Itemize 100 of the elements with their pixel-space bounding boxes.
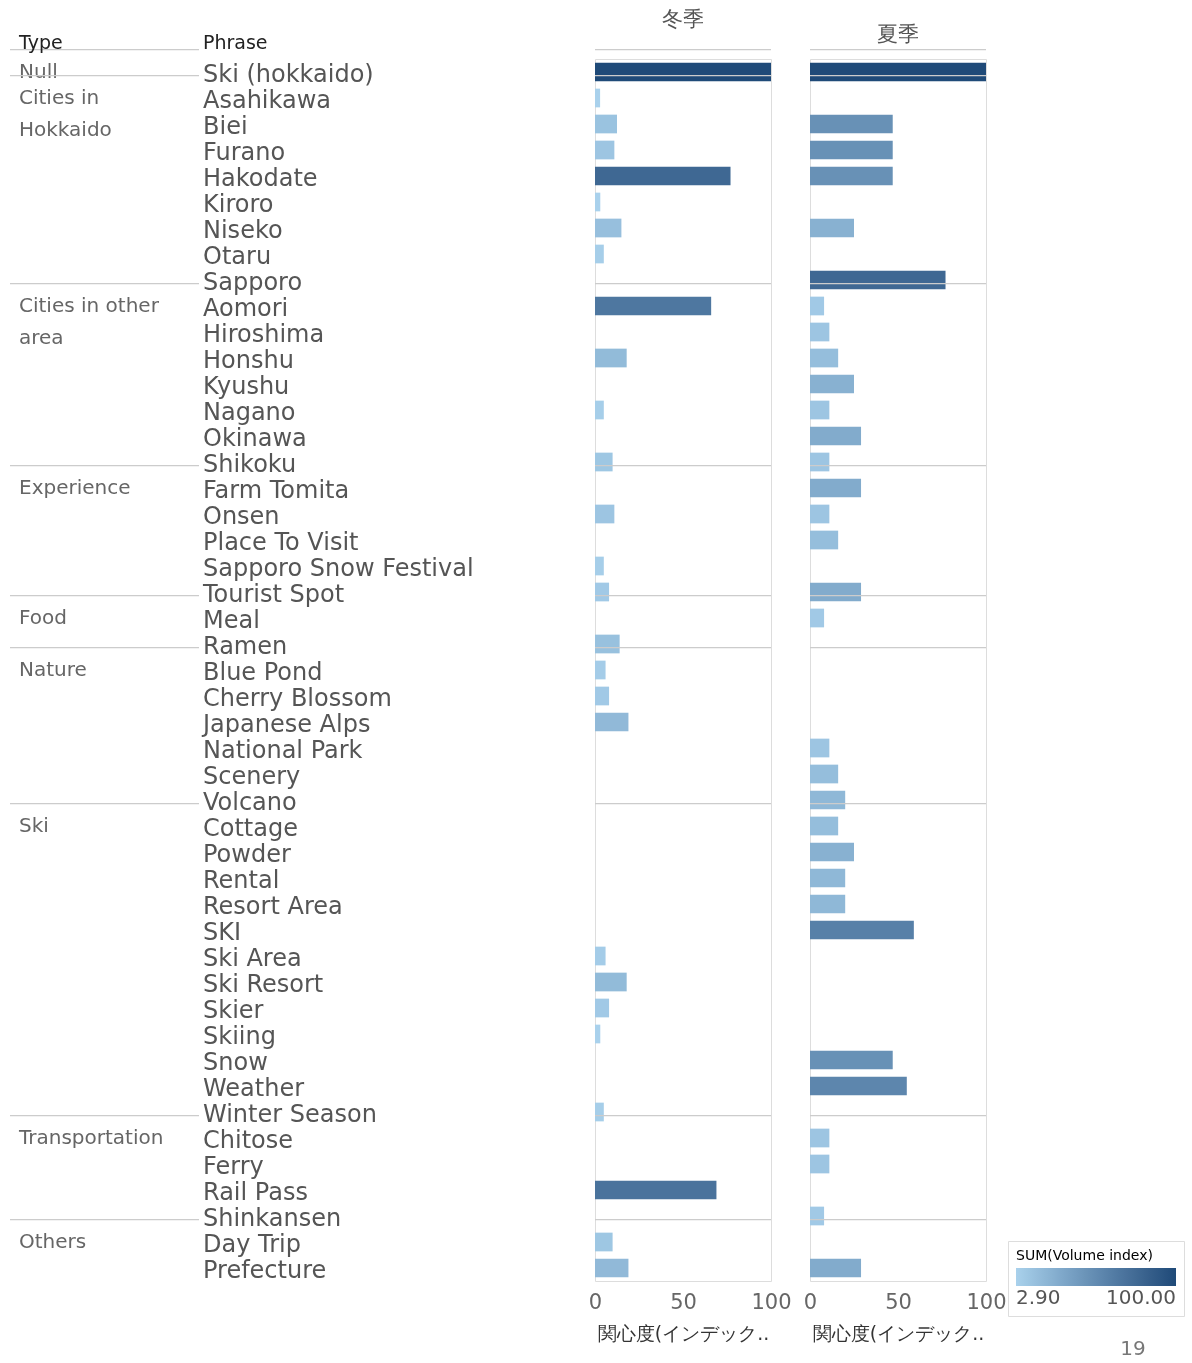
y-tick-label: Japanese Alps [201,710,371,738]
y-tick-label: Honshu [203,346,294,374]
bar [595,140,615,160]
y-tick-label: Weather [203,1074,305,1102]
bar [595,1180,717,1200]
y-tick-label: Rail Pass [203,1178,308,1206]
y-tick-label: Onsen [203,502,280,530]
y-tick-label: Okinawa [203,424,307,452]
y-tick-label: Asahikawa [203,86,332,114]
y2-tick-label: Cities in other area [19,293,160,349]
bar [595,88,601,108]
bar [595,1102,604,1122]
y-tick-label: Chitose [203,1126,293,1154]
y-tick-label: Snow [203,1048,268,1076]
y-tick-label: Hiroshima [203,320,325,348]
bar [810,894,846,914]
x-tick-label: 0 [803,1289,818,1314]
bar [595,192,601,212]
x-axis-title: 関心度(インデック.. [812,1321,985,1344]
bar [810,1128,830,1148]
y-tick-label: Ski Area [203,944,302,972]
bar [595,62,771,82]
bar [810,816,839,836]
bar [810,270,946,290]
y2-tick-label: Ski [19,813,49,837]
y-tick-label: Tourist Spot [202,580,345,608]
bar [595,1024,601,1044]
y2-tick-label: Nature [19,657,87,681]
bar [595,634,620,654]
y2-tick-label: Cities in Hokkaido [19,85,112,141]
bar [810,608,825,628]
bar [810,1258,862,1278]
bar [810,504,830,524]
bar [595,452,613,472]
bar [595,686,610,706]
bar [595,998,610,1018]
bar [595,400,604,420]
bar [595,504,615,524]
bar [810,218,854,238]
y-tick-label: Cottage [203,814,298,842]
y-tick-label: Place To Visit [203,528,359,556]
y-tick-label: Hakodate [203,164,318,192]
y-tick-label: Scenery [203,762,301,790]
bar [810,764,839,784]
y-tick-label: Biei [203,112,248,140]
bar [810,1050,893,1070]
bar [595,660,606,680]
bar [810,374,854,394]
bar [810,400,830,420]
y-tick-label: Aomori [203,294,289,322]
chart-title: 夏季 [877,22,919,47]
bar [810,296,825,316]
x-tick-label: 50 [885,1289,912,1314]
y-tick-label: Ramen [203,632,288,660]
bar [810,478,862,498]
bar [595,114,617,134]
y-tick-label: Sapporo Snow Festival [203,554,474,582]
y-tick-label: Cherry Blossom [203,684,392,712]
bar [810,1076,907,1096]
x-tick-label: 50 [670,1289,697,1314]
y-tick-label: SKI [203,918,242,946]
bar [810,114,893,134]
y-tick-label: Rental [203,866,280,894]
y-tick-label: Niseko [203,216,283,244]
y2-tick-label: Food [19,605,67,629]
bar [595,582,610,602]
bar [810,1206,825,1226]
y-tick-label: Ski Resort [203,970,324,998]
bar [810,166,893,186]
color-bar-title: SUM(Volume index) [1016,1247,1153,1263]
bar [810,868,846,888]
bar [810,426,862,446]
y-tick-label: Kyushu [203,372,290,400]
y-tick-label: Shinkansen [203,1204,342,1232]
y-tick-label: Sapporo [203,268,303,296]
y-tick-label: Farm Tomita [203,476,350,504]
y-axis-title: Phrase [203,31,268,53]
bar [595,244,604,264]
y-tick-label: Kiroro [203,190,274,218]
y-tick-label: Shikoku [203,450,297,478]
bar [595,166,731,186]
bar [810,530,839,550]
bar [810,140,893,160]
y-tick-label: Prefecture [203,1256,327,1284]
y-tick-label: Otaru [203,242,272,270]
bar [595,218,622,238]
bar [595,712,629,732]
y-tick-label: National Park [203,736,363,764]
bar [810,790,846,810]
y-tick-label: Winter Season [203,1100,377,1128]
text: Type [18,31,63,53]
bar [810,348,839,368]
bar [595,1258,629,1278]
color-bar-label: 100.00 [1106,1285,1176,1309]
y-tick-label: Furano [203,138,286,166]
y-tick-label: Resort Area [203,892,343,920]
bar [595,556,604,576]
y-tick-label: Blue Pond [203,658,323,686]
y-tick-label: Volcano [203,788,297,816]
y2-tick-label: Experience [19,475,131,499]
